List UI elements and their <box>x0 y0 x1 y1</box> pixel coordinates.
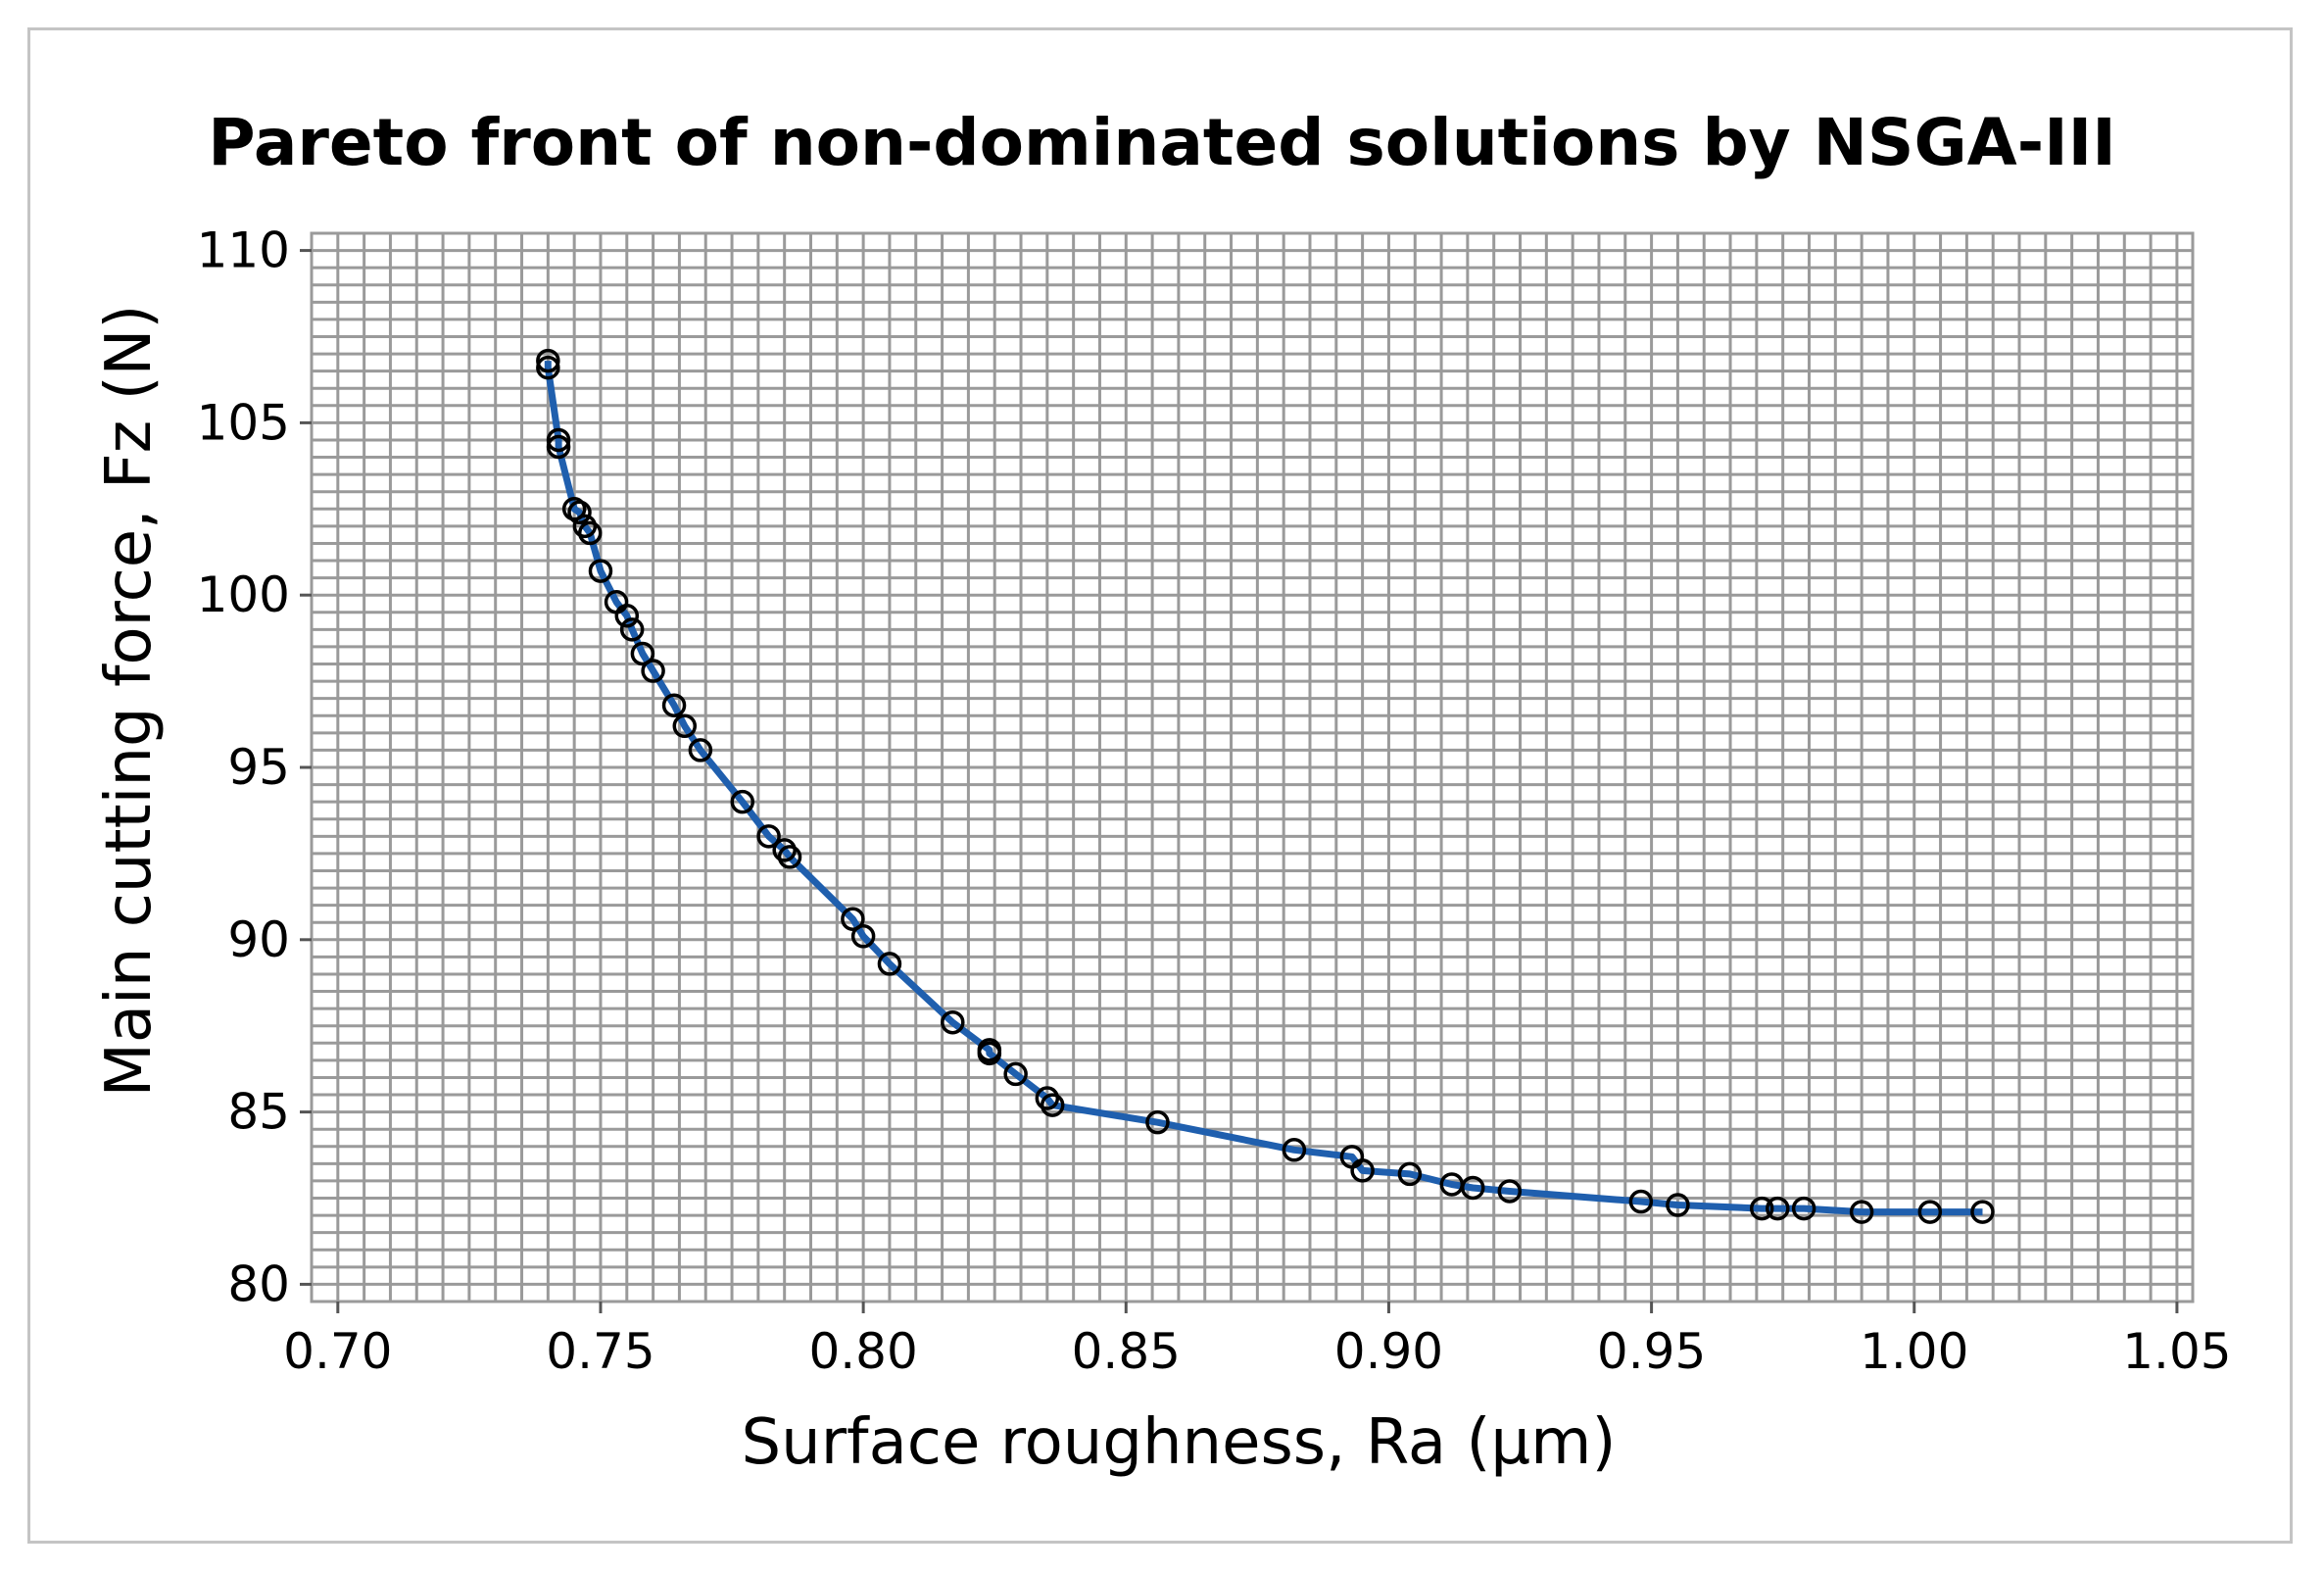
y-tick-label: 85 <box>227 1084 290 1141</box>
data-point <box>672 713 698 739</box>
data-point <box>546 427 571 453</box>
data-point <box>572 514 598 539</box>
axis-ticks: 0.70 0.75 0.80 0.85 0.90 0.95 1.00 1.05 80 85 90 95… <box>197 222 2232 1380</box>
data-point <box>730 789 755 814</box>
data-point <box>1497 1179 1523 1204</box>
x-tick-label: 0.95 <box>1597 1323 1706 1380</box>
x-tick-label: 0.85 <box>1072 1323 1181 1380</box>
x-tick-label: 1.00 <box>1860 1323 1968 1380</box>
data-point <box>1282 1138 1307 1162</box>
data-point <box>777 845 802 869</box>
y-tick-label: 100 <box>197 566 290 623</box>
data-point <box>1970 1200 1995 1224</box>
data-point <box>1003 1061 1028 1087</box>
data-point <box>688 738 713 762</box>
data-point <box>614 604 640 628</box>
x-axis-label: Surface roughness, Ra (µm) <box>742 1406 1617 1479</box>
data-point <box>619 617 645 642</box>
data-point <box>1145 1109 1170 1135</box>
data-point <box>850 924 876 949</box>
data-point <box>756 824 781 849</box>
data-point <box>630 641 655 666</box>
x-tick-label: 1.05 <box>2122 1323 2231 1380</box>
data-point <box>1397 1161 1423 1187</box>
data-point <box>772 838 797 862</box>
data-point <box>567 500 592 525</box>
x-tick-label: 0.90 <box>1334 1323 1443 1380</box>
grid <box>312 233 2193 1302</box>
chart-title: Pareto front of non-dominated solutions … <box>208 105 2116 180</box>
data-point <box>1749 1196 1774 1221</box>
y-tick-label: 90 <box>227 911 290 968</box>
data-point <box>941 1009 965 1035</box>
data-point <box>1461 1175 1485 1201</box>
data-point <box>1791 1196 1816 1221</box>
y-tick-label: 110 <box>197 222 290 279</box>
series-line <box>544 361 1983 1216</box>
data-point <box>1849 1200 1874 1224</box>
data-point <box>1040 1093 1065 1117</box>
data-point <box>1350 1158 1375 1183</box>
chart-frame <box>27 27 2293 1544</box>
series <box>536 348 1995 1224</box>
data-point <box>536 348 560 373</box>
data-point <box>1766 1196 1790 1221</box>
data-point <box>1628 1189 1654 1214</box>
x-tick-label: 0.80 <box>808 1323 917 1380</box>
data-point <box>546 434 571 460</box>
data-point <box>536 355 560 380</box>
data-point <box>588 559 613 583</box>
data-point <box>841 907 865 931</box>
y-tick-label: 80 <box>227 1255 290 1312</box>
y-tick-label: 105 <box>197 394 290 451</box>
y-axis-label: Main cutting force, Fz (N) <box>93 305 166 1098</box>
data-point <box>1666 1193 1690 1217</box>
data-point <box>661 693 687 717</box>
data-point <box>1917 1200 1943 1224</box>
data-point <box>1035 1086 1060 1110</box>
x-tick-label: 0.75 <box>546 1323 654 1380</box>
y-tick-label: 95 <box>227 739 290 796</box>
data-point <box>577 520 603 546</box>
data-point <box>877 952 902 976</box>
x-tick-label: 0.70 <box>283 1323 392 1380</box>
data-point <box>641 659 665 683</box>
data-point <box>977 1041 1002 1066</box>
